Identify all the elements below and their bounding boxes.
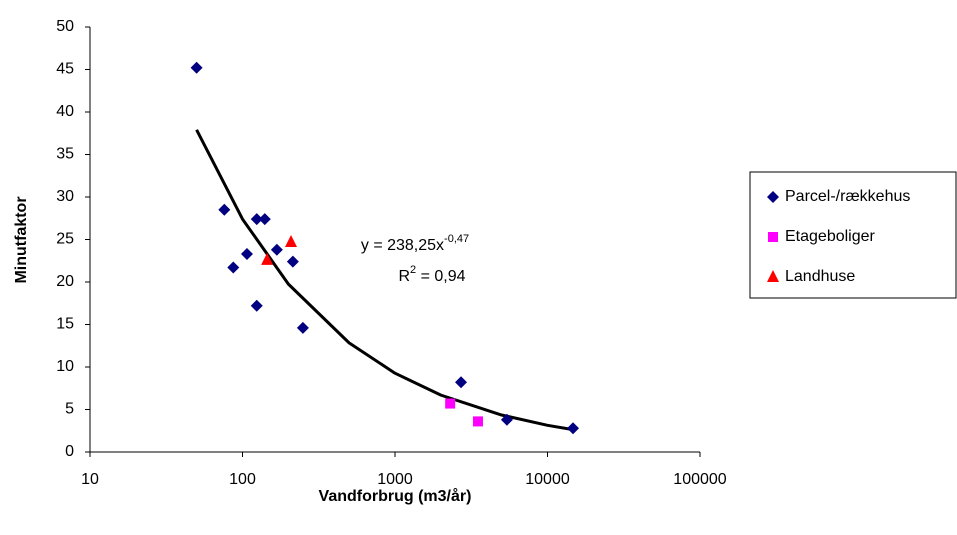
y-axis-title: Minutfaktor bbox=[13, 196, 30, 283]
legend-label: Landhuse bbox=[785, 268, 855, 285]
x-axis-title: Vandforbrug (m3/år) bbox=[319, 487, 472, 505]
r2-letter: R bbox=[398, 268, 410, 285]
marker-square bbox=[768, 232, 778, 242]
legend-label: Etageboliger bbox=[785, 228, 876, 245]
y-tick-label: 0 bbox=[65, 443, 74, 460]
marker-diamond bbox=[190, 61, 203, 74]
marker-diamond bbox=[296, 321, 309, 334]
x-tick-label: 10000 bbox=[525, 471, 570, 488]
r2-value: = 0,94 bbox=[416, 268, 465, 285]
y-tick-label: 30 bbox=[56, 188, 74, 205]
marker-diamond bbox=[240, 247, 253, 260]
marker-diamond bbox=[455, 376, 468, 389]
marker-diamond bbox=[227, 261, 240, 274]
marker-diamond bbox=[567, 422, 580, 435]
y-tick-label: 40 bbox=[56, 103, 74, 120]
y-tick-label: 15 bbox=[56, 316, 74, 333]
marker-diamond bbox=[270, 243, 283, 256]
x-tick-label: 100000 bbox=[673, 471, 726, 488]
r-squared: R2 = 0,94 bbox=[398, 264, 465, 285]
x-tick-label: 100 bbox=[229, 471, 256, 488]
marker-diamond bbox=[250, 213, 263, 226]
y-tick-label: 25 bbox=[56, 231, 74, 248]
marker-diamond bbox=[218, 203, 231, 216]
marker-triangle bbox=[261, 252, 274, 265]
legend-box bbox=[749, 171, 957, 299]
r2-exponent: 2 bbox=[410, 264, 416, 276]
y-tick-label: 45 bbox=[56, 61, 74, 78]
y-tick-label: 50 bbox=[56, 18, 74, 35]
equation-text: y = 238,25x bbox=[361, 237, 444, 254]
y-tick-label: 20 bbox=[56, 273, 74, 290]
x-tick-label: 1000 bbox=[377, 471, 413, 488]
marker-diamond bbox=[250, 299, 263, 312]
equation-exponent: -0,47 bbox=[444, 233, 469, 245]
trendline bbox=[195, 129, 575, 432]
y-tick-label: 35 bbox=[56, 146, 74, 163]
y-tick-label: 10 bbox=[56, 358, 74, 375]
trend-equation: y = 238,25x-0,47 bbox=[361, 233, 469, 254]
marker-diamond bbox=[767, 191, 779, 203]
x-tick-label: 10 bbox=[81, 471, 99, 488]
marker-triangle bbox=[285, 235, 298, 248]
legend-label: Parcel-/rækkehus bbox=[785, 188, 910, 205]
y-tick-label: 5 bbox=[65, 401, 74, 418]
marker-square bbox=[445, 398, 456, 409]
marker-triangle bbox=[767, 270, 779, 282]
marker-square bbox=[472, 416, 483, 427]
marker-diamond bbox=[286, 255, 299, 268]
marker-diamond bbox=[258, 213, 271, 226]
marker-diamond bbox=[500, 413, 513, 426]
